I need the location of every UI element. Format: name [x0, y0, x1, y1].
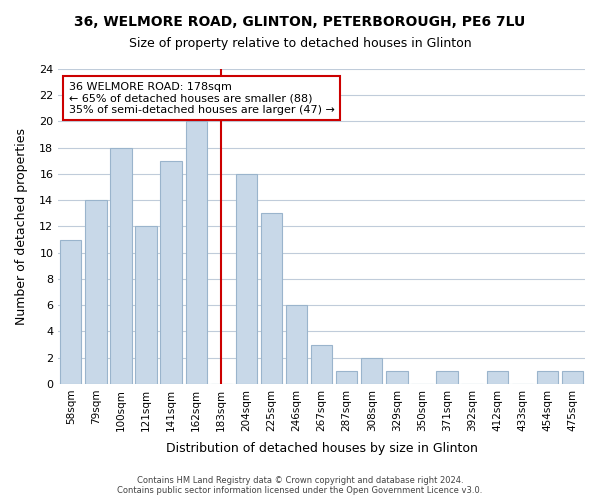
Bar	[236, 174, 257, 384]
Y-axis label: Number of detached properties: Number of detached properties	[15, 128, 28, 325]
Bar	[537, 371, 558, 384]
Bar	[436, 371, 458, 384]
X-axis label: Distribution of detached houses by size in Glinton: Distribution of detached houses by size …	[166, 442, 478, 455]
Bar	[286, 305, 307, 384]
Bar	[60, 240, 82, 384]
Text: 36, WELMORE ROAD, GLINTON, PETERBOROUGH, PE6 7LU: 36, WELMORE ROAD, GLINTON, PETERBOROUGH,…	[74, 15, 526, 29]
Bar	[336, 371, 358, 384]
Bar	[160, 161, 182, 384]
Bar	[562, 371, 583, 384]
Text: Contains HM Land Registry data © Crown copyright and database right 2024.
Contai: Contains HM Land Registry data © Crown c…	[118, 476, 482, 495]
Bar	[136, 226, 157, 384]
Text: Size of property relative to detached houses in Glinton: Size of property relative to detached ho…	[128, 38, 472, 51]
Bar	[261, 214, 282, 384]
Bar	[185, 122, 207, 384]
Bar	[110, 148, 131, 384]
Bar	[361, 358, 382, 384]
Bar	[487, 371, 508, 384]
Bar	[386, 371, 407, 384]
Bar	[85, 200, 107, 384]
Bar	[311, 344, 332, 384]
Text: 36 WELMORE ROAD: 178sqm
← 65% of detached houses are smaller (88)
35% of semi-de: 36 WELMORE ROAD: 178sqm ← 65% of detache…	[69, 82, 335, 115]
